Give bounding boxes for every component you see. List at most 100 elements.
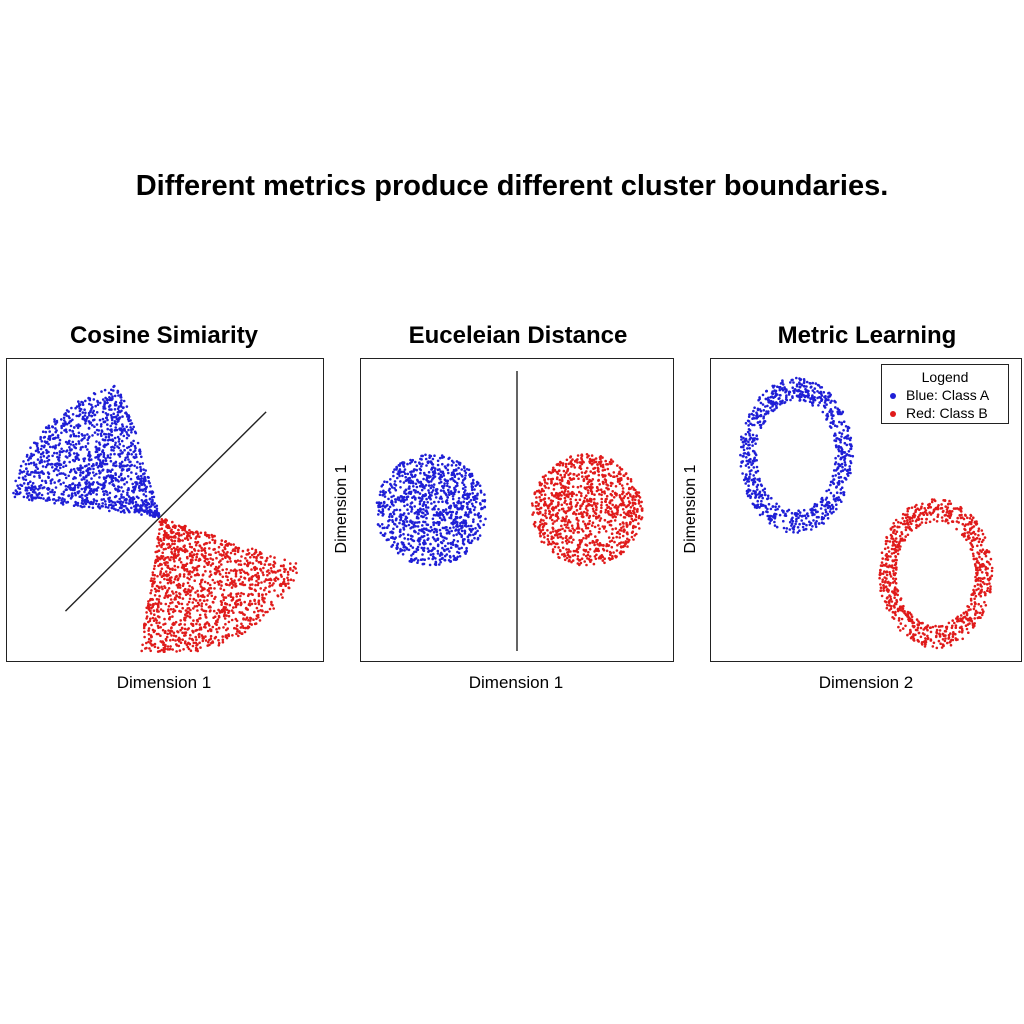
point-cosine-blue [17,476,21,480]
point-cosine-blue [91,423,94,427]
point-cosine-blue [42,497,45,500]
point-euclidean-blue [474,484,477,488]
point-cosine-red [203,565,206,569]
point-euclidean-blue [449,546,453,549]
point-cosine-blue [142,468,145,471]
point-cosine-blue [123,429,127,432]
point-euclidean-blue [409,470,412,474]
point-cosine-red [204,609,208,613]
point-cosine-blue [31,470,34,474]
point-euclidean-red [543,479,546,482]
point-cosine-red [150,635,153,639]
point-cosine-blue [39,437,42,441]
point-euclidean-blue [467,468,471,472]
point-euclidean-blue [425,497,428,501]
point-cosine-red [200,546,203,550]
point-euclidean-blue [418,528,421,532]
point-cosine-red [294,567,297,570]
point-cosine-red [170,556,173,559]
point-euclidean-red [610,494,614,497]
point-cosine-blue [117,485,120,488]
point-euclidean-red [633,518,637,521]
point-euclidean-blue [413,550,416,554]
point-cosine-red [208,643,211,647]
point-cosine-red [257,592,261,596]
point-cosine-red [166,632,169,636]
panel-title-cosine: Cosine Simiarity [69,322,259,349]
point-euclidean-red [560,490,564,494]
point-euclidean-blue [456,525,459,528]
point-euclidean-blue [389,478,392,481]
point-euclidean-red [589,483,593,486]
point-cosine-blue [119,510,123,514]
point-euclidean-red [578,543,582,546]
point-cosine-blue [76,504,80,507]
point-cosine-red [172,634,176,637]
point-euclidean-blue [483,499,487,502]
point-euclidean-red [581,460,584,463]
point-cosine-blue [94,456,97,459]
point-cosine-red [197,573,200,577]
point-cosine-red [259,587,262,590]
point-euclidean-red [592,562,596,566]
point-euclidean-blue [454,529,457,532]
point-cosine-red [157,564,160,568]
point-euclidean-red [611,555,614,558]
point-euclidean-blue [421,553,424,556]
point-euclidean-blue [443,554,447,558]
point-euclidean-blue [402,481,406,484]
point-cosine-red [188,642,192,646]
point-cosine-red [211,562,214,565]
point-euclidean-red [623,544,626,548]
point-euclidean-blue [465,546,468,550]
point-cosine-red [286,570,290,574]
point-cosine-red [249,583,252,587]
point-cosine-blue [29,446,32,449]
point-euclidean-blue [400,499,404,502]
point-euclidean-red [624,512,628,516]
point-cosine-blue [87,473,90,477]
point-cosine-blue [63,498,66,501]
point-euclidean-blue [424,457,428,461]
point-euclidean-red [571,490,574,494]
point-euclidean-red [631,501,635,505]
point-cosine-blue [71,488,75,492]
point-cosine-red [149,649,152,653]
point-cosine-blue [60,450,64,454]
point-euclidean-red [575,493,578,497]
point-cosine-red [150,577,153,580]
point-cosine-red [145,606,148,610]
point-cosine-red [183,623,187,626]
point-cosine-blue [138,477,141,481]
point-euclidean-red [543,500,547,504]
point-cosine-blue [106,470,109,474]
point-euclidean-red [594,535,597,538]
point-euclidean-red [611,490,614,493]
point-euclidean-blue [440,497,443,500]
point-cosine-red [193,566,197,570]
point-euclidean-red [560,476,564,479]
point-metric-blue [809,397,813,401]
point-cosine-blue [111,445,114,449]
point-cosine-red [247,552,251,555]
point-euclidean-blue [478,484,482,487]
point-cosine-red [182,575,186,578]
point-cosine-red [252,555,256,559]
point-euclidean-blue [426,547,430,550]
point-euclidean-blue [456,484,459,487]
point-cosine-red [143,635,146,639]
point-euclidean-red [635,491,639,494]
point-euclidean-red [615,549,619,552]
point-euclidean-blue [409,492,413,495]
point-cosine-blue [125,425,129,429]
point-euclidean-red [540,493,543,497]
point-cosine-red [177,528,180,532]
point-cosine-red [244,618,247,621]
point-euclidean-blue [422,477,425,481]
point-euclidean-red [626,482,629,486]
point-cosine-red [155,597,159,601]
point-euclidean-red [571,485,575,488]
point-cosine-red [232,611,235,614]
point-euclidean-blue [398,530,402,534]
point-cosine-red [147,637,151,641]
